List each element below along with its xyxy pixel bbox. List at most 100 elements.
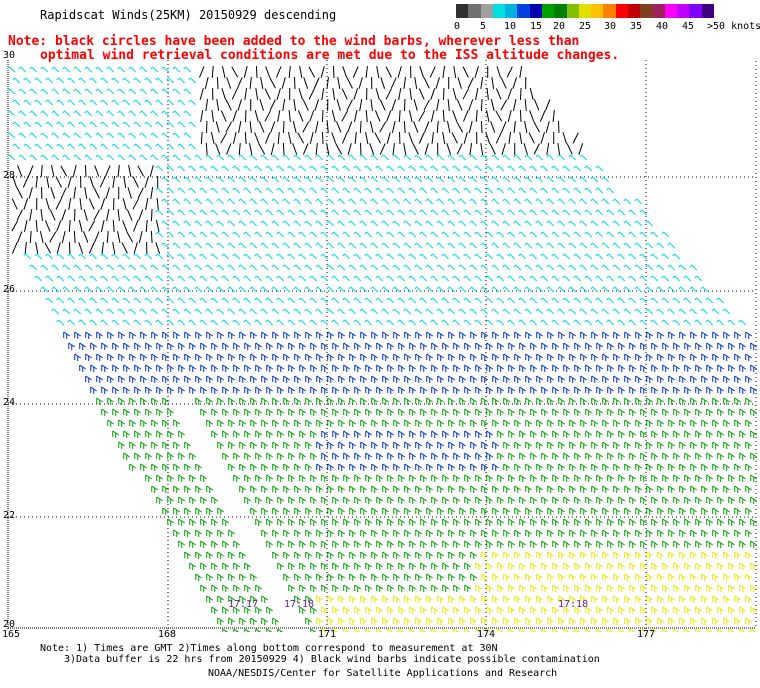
wind-barb [89,275,98,282]
wind-barb [177,99,186,106]
wind-barb [409,606,417,614]
wind-barb [221,88,227,100]
wind-barb [184,507,192,515]
wind-barb [568,308,577,315]
wind-barb [712,595,720,603]
wind-barb [353,231,362,238]
wind-barb [480,198,489,205]
wind-barb [342,187,351,194]
wind-barb [106,209,110,221]
wind-barb [348,154,357,161]
wind-barb [309,209,318,216]
wind-barb [475,518,483,526]
wind-barb [624,485,632,493]
wind-barb [156,386,164,394]
wind-barb [547,551,555,559]
wind-barb [492,463,500,471]
wind-barb [260,154,269,161]
wind-barb [728,518,736,526]
wind-barb [316,353,324,361]
wind-barb [255,386,263,394]
wind-barb [94,165,100,177]
wind-barb [272,331,280,339]
wind-barb [233,430,241,438]
wind-barb [304,286,313,293]
wind-barb [167,342,175,350]
wind-barb [166,231,175,238]
wind-barb [580,551,588,559]
wind-barb [365,342,373,350]
wind-barb [302,99,309,111]
wind-barb [420,584,428,592]
wind-barb [398,474,406,482]
wind-barb [336,99,341,111]
wind-barb [331,253,340,260]
wind-barb [326,264,335,271]
wind-barb [591,485,599,493]
wind-barb [200,342,208,350]
wind-barb [568,286,577,293]
wind-barb [144,99,153,106]
wind-barb [210,132,215,144]
wind-barb [695,386,703,394]
wind-barb [695,628,702,632]
wind-barb [480,264,489,271]
wind-barb [310,584,318,592]
wind-barb [244,386,252,394]
wind-barb [67,121,76,128]
wind-barb [500,99,508,111]
wind-barb [634,198,643,205]
wind-barb [255,474,263,482]
wind-barb [338,397,346,405]
wind-barb [530,408,538,416]
wind-barb [613,353,621,361]
wind-barb [381,198,390,205]
wind-barb [326,176,335,183]
wind-barb [552,109,555,123]
wind-barb [657,507,665,515]
wind-barb [459,419,467,427]
wind-barb [728,452,736,460]
wind-barb [463,275,472,282]
wind-barb [385,88,392,100]
wind-barb [145,474,153,482]
wind-barb [210,319,219,326]
wind-barb [282,120,285,134]
wind-barb [486,518,494,526]
wind-barb [260,220,269,227]
wind-barb [624,463,632,471]
wind-barb [343,540,351,548]
wind-barb [657,331,665,339]
wind-barb [172,66,181,73]
wind-barb [459,551,467,559]
wind-barb [552,628,559,632]
wind-barb [370,176,379,183]
wind-barb [305,463,313,471]
wind-barb [602,419,610,427]
wind-barb [673,342,681,350]
wind-barb [679,551,687,559]
wind-barb [690,573,698,581]
wind-barb [591,573,599,581]
wind-barb [221,275,230,282]
wind-barb [640,474,648,482]
wind-barb [558,529,566,537]
wind-barb [607,496,615,504]
wind-barb [695,518,703,526]
wind-barb [496,275,505,282]
wind-barb [486,364,494,372]
wind-barb [265,165,274,172]
wind-barb [305,375,313,383]
wind-barb [398,364,406,372]
wind-barb [232,275,241,282]
wind-barb [662,452,670,460]
wind-barb [668,551,676,559]
wind-barb [431,584,439,592]
wind-barb [492,617,500,625]
wind-barb [298,275,307,282]
wind-barb [512,99,517,111]
wind-barb [458,154,467,161]
legend-label-20: 20 [553,21,566,32]
wind-barb [12,121,21,128]
wind-barb [269,77,276,89]
